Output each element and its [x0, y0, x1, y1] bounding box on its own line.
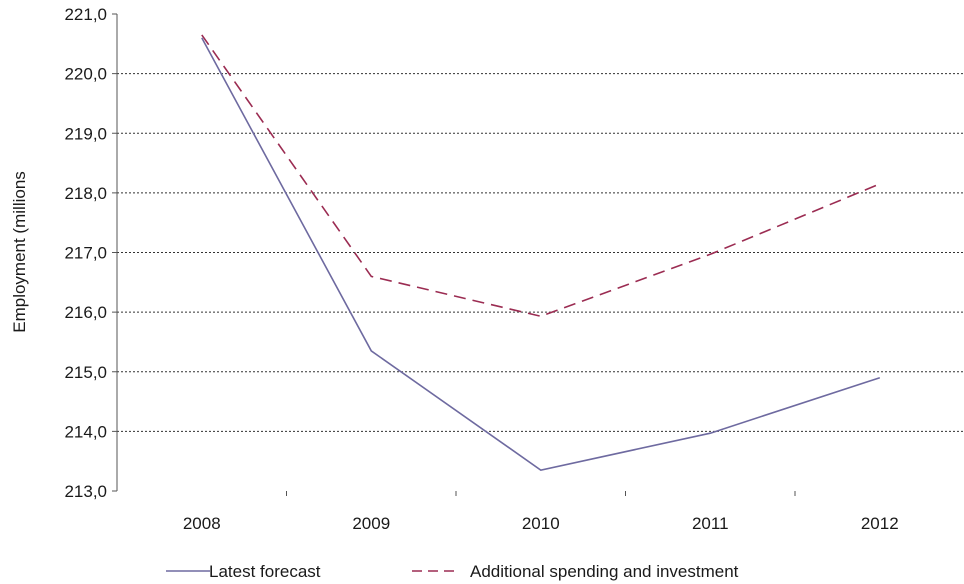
y-tick-label: 220,0: [64, 65, 107, 84]
series-line-1: [201, 37, 881, 471]
y-tick-label: 217,0: [64, 244, 107, 263]
x-tick-label: 2010: [522, 514, 560, 533]
y-tick-label: 215,0: [64, 363, 107, 382]
y-axis: 213,0 214,0 215,0 216,0 217,0 218,0 219,0 220,0…: [64, 5, 118, 501]
x-tick-label: 2012: [861, 514, 899, 533]
y-axis-title: Employment (millions: [10, 171, 29, 333]
legend-label-2: Additional spending and investment: [470, 562, 739, 581]
series-group: [201, 34, 881, 471]
x-tick-label: 2008: [183, 514, 221, 533]
x-tick-label: 2011: [692, 514, 729, 533]
series-line-2: [201, 34, 881, 318]
y-tick-label: 216,0: [64, 303, 107, 322]
legend-label-1: Latest forecast: [209, 562, 321, 581]
gridlines: [117, 73, 964, 432]
y-tick-label: 218,0: [64, 184, 107, 203]
x-tick-label: 2009: [352, 514, 390, 533]
y-tick-label: 213,0: [64, 482, 107, 501]
y-tick-label: 221,0: [64, 5, 107, 24]
legend: Latest forecast Additional spending and i…: [166, 562, 739, 581]
x-axis: 2008 2009 2010 2011 2012: [183, 491, 899, 533]
y-tick-label: 214,0: [64, 422, 107, 441]
y-tick-label: 219,0: [64, 124, 107, 143]
